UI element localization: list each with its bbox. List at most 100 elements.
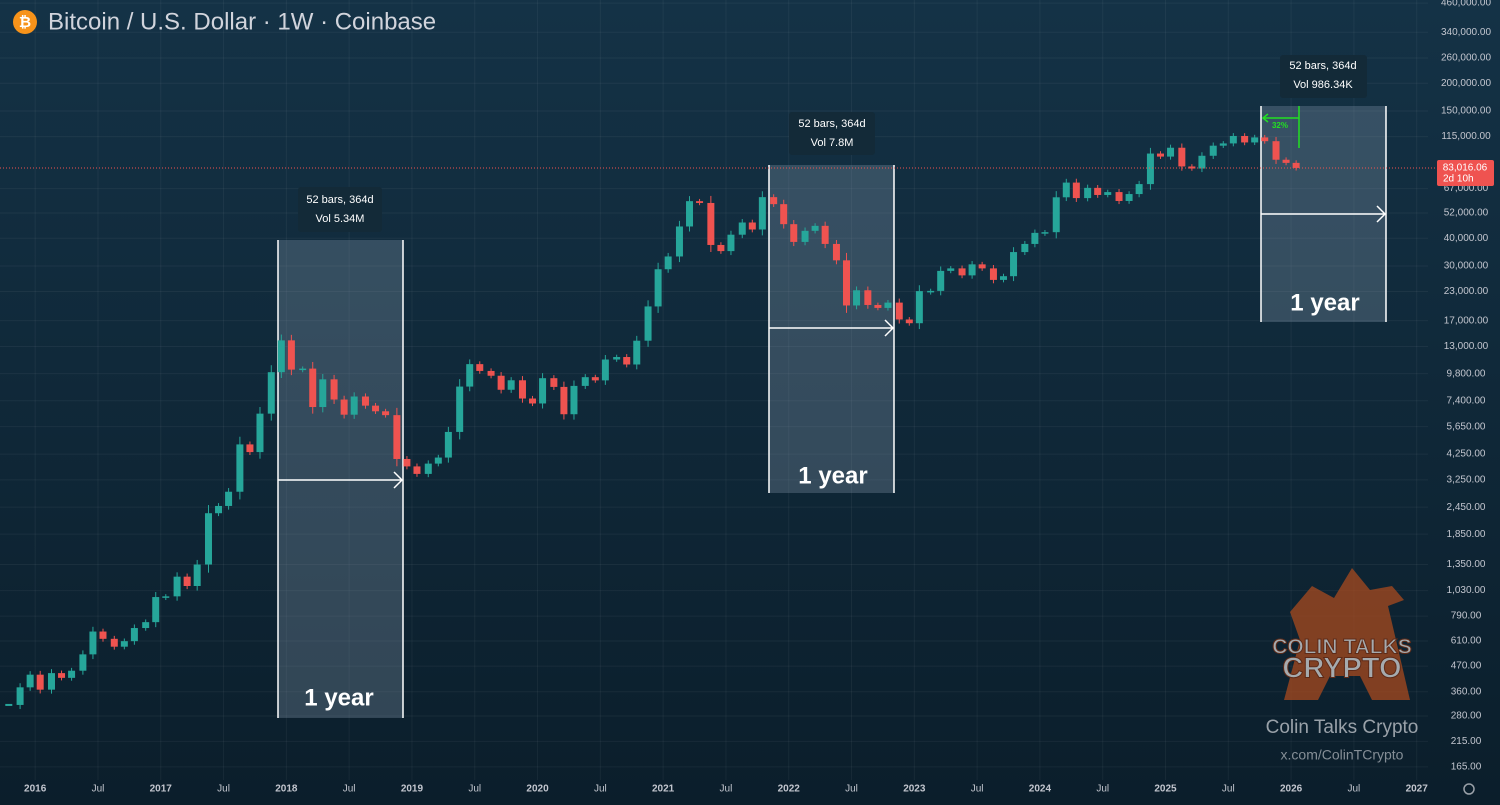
candle [487, 370, 495, 376]
candle [633, 340, 641, 365]
candle [1272, 141, 1280, 160]
candle [895, 302, 903, 320]
candle [225, 491, 233, 506]
x-tick-label: 2025 [1154, 784, 1177, 795]
candle [832, 243, 840, 261]
logo-line1: COLIN TALKS [1272, 636, 1412, 659]
candle [707, 202, 715, 245]
candle [821, 225, 829, 244]
candle [780, 204, 788, 225]
candle [1010, 252, 1018, 277]
candle [581, 377, 589, 386]
x-tick-label: Jul [343, 784, 356, 795]
candle [393, 415, 401, 459]
candle [1229, 135, 1237, 144]
candle [518, 380, 526, 399]
watermark-name: Colin Talks Crypto [1266, 717, 1419, 738]
countdown: 2d 10h [1443, 174, 1474, 185]
candle [497, 375, 505, 390]
axes: 165.00 215.00 280.00 360.00 470.00 610.00 790.… [24, 0, 1494, 795]
year-label: 1 year [1290, 289, 1359, 316]
y-tick-label: 340,000.00 [1441, 27, 1491, 38]
x-tick-label: Jul [468, 784, 481, 795]
tooltip-bars: 52 bars, 364d [1289, 60, 1356, 72]
candle [696, 201, 704, 203]
y-tick-label: 3,250.00 [1447, 475, 1486, 486]
candle [152, 597, 160, 623]
candle [142, 622, 150, 629]
candle [968, 264, 976, 276]
tooltip-volume: Vol 7.8M [811, 137, 854, 149]
candle [560, 386, 568, 415]
y-tick-label: 280.00 [1451, 711, 1482, 722]
tooltip-bars: 52 bars, 364d [798, 118, 865, 130]
candle [1167, 147, 1175, 157]
candle [1198, 155, 1206, 169]
candle [193, 564, 201, 587]
candle [413, 466, 421, 474]
candle [434, 457, 442, 464]
candle [1062, 182, 1070, 198]
candle [299, 368, 307, 371]
candle [1115, 192, 1123, 201]
candle [927, 290, 935, 293]
candle [748, 222, 756, 230]
candle [456, 386, 464, 432]
x-tick-label: Jul [845, 784, 858, 795]
range-arrow-head [1376, 205, 1387, 223]
candle [727, 234, 735, 252]
candle [915, 291, 923, 324]
candle [1052, 197, 1060, 233]
candle [361, 396, 369, 406]
y-tick-label: 215.00 [1451, 736, 1482, 747]
candle [1156, 153, 1164, 157]
x-tick-label: 2022 [778, 784, 801, 795]
y-tick-label: 115,000.00 [1441, 131, 1491, 142]
candle [601, 359, 609, 381]
candle [717, 244, 725, 252]
candle [130, 628, 138, 642]
y-tick-label: 17,000.00 [1444, 315, 1489, 326]
x-tick-label: Jul [1348, 784, 1361, 795]
candle [1031, 232, 1039, 244]
candle [319, 379, 327, 408]
logo-line2: CRYPTO [1282, 653, 1401, 685]
candle [36, 674, 44, 690]
measure-3: 32% 52 bars, 364d Vol 986.34K 1 year [1260, 55, 1387, 322]
x-tick-label: 2018 [275, 784, 298, 795]
candle [236, 444, 244, 492]
candle [686, 201, 694, 227]
candle [843, 260, 851, 306]
candle [424, 463, 432, 474]
candle [550, 378, 558, 387]
candle [68, 670, 76, 678]
range-box [769, 165, 894, 493]
range-arrow-head [884, 319, 895, 337]
candle [591, 377, 599, 381]
x-tick-label: Jul [594, 784, 607, 795]
y-tick-label: 360.00 [1451, 686, 1482, 697]
candle [58, 673, 66, 678]
y-tick-label: 610.00 [1451, 636, 1482, 647]
settings-icon[interactable] [1463, 783, 1475, 795]
range-arrow-head [393, 471, 404, 489]
y-tick-label: 1,030.00 [1447, 585, 1486, 596]
x-tick-label: 2016 [24, 784, 47, 795]
candle [246, 444, 254, 453]
candle [1094, 187, 1102, 195]
candle [403, 458, 411, 467]
x-tick-label: 2023 [903, 784, 926, 795]
candle [204, 513, 212, 565]
candle [738, 222, 746, 235]
candle [110, 638, 118, 647]
y-tick-label: 5,650.00 [1447, 421, 1486, 432]
candle [1209, 145, 1217, 156]
candle [5, 703, 13, 706]
x-tick-label: Jul [92, 784, 105, 795]
y-tick-label: 4,250.00 [1447, 449, 1486, 460]
candle [215, 505, 223, 514]
candle [790, 224, 798, 242]
candle [905, 319, 913, 324]
